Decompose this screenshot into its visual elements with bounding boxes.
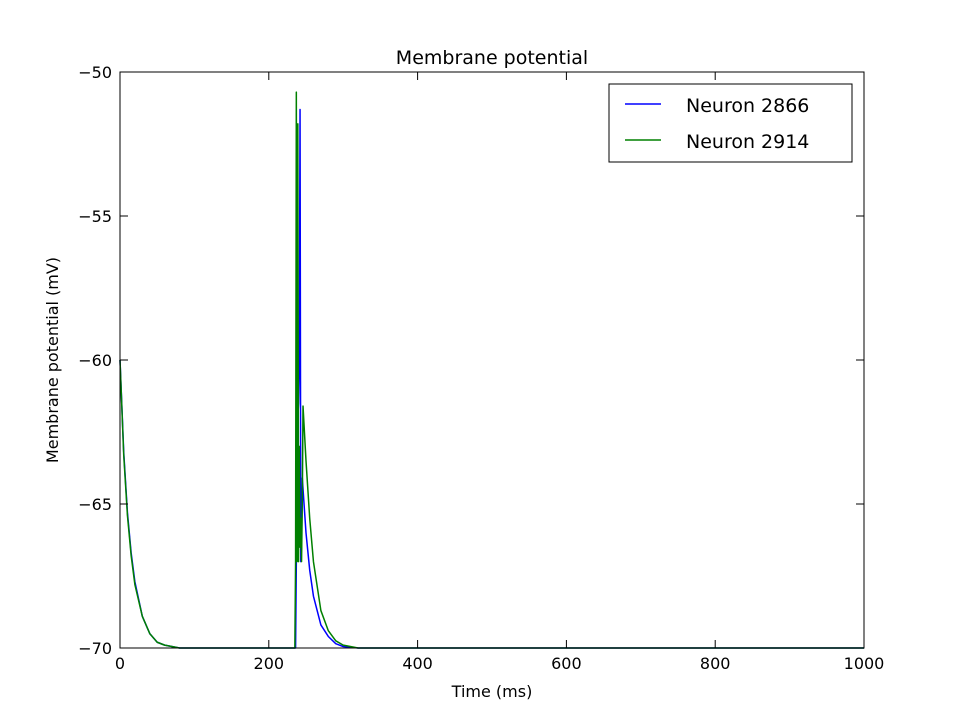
y-tick-label: −55: [78, 207, 112, 226]
x-axis-label: Time (ms): [451, 682, 533, 701]
x-tick-label: 400: [402, 654, 433, 673]
x-tick-label: 800: [700, 654, 731, 673]
y-tick-label: −60: [78, 351, 112, 370]
series-line-neuron-2914: [119, 91, 864, 649]
y-tick-label: −65: [78, 495, 112, 514]
legend-label-neuron-2866: Neuron 2866: [686, 95, 809, 117]
legend: Neuron 2866 Neuron 2914: [608, 83, 853, 163]
y-tick-label: −70: [78, 639, 112, 658]
axes-background: [120, 72, 864, 648]
tick-layer: 0 200 400 600 800 1000 −50 −55 −60 −65 −70: [78, 63, 884, 673]
plot-area: 0 200 400 600 800 1000 −50 −55 −60 −65 −70: [78, 63, 884, 673]
chart-title: Membrane potential: [396, 47, 588, 69]
x-tick-label: 200: [254, 654, 285, 673]
legend-label-neuron-2914: Neuron 2914: [686, 131, 809, 153]
legend-box: [608, 83, 853, 163]
x-tick-label: 1000: [844, 654, 885, 673]
series-layer: [119, 91, 864, 649]
x-tick-label: 600: [551, 654, 582, 673]
y-tick-label: −50: [78, 63, 112, 82]
x-tick-label: 0: [115, 654, 125, 673]
y-axis-label: Membrane potential (mV): [43, 257, 62, 463]
